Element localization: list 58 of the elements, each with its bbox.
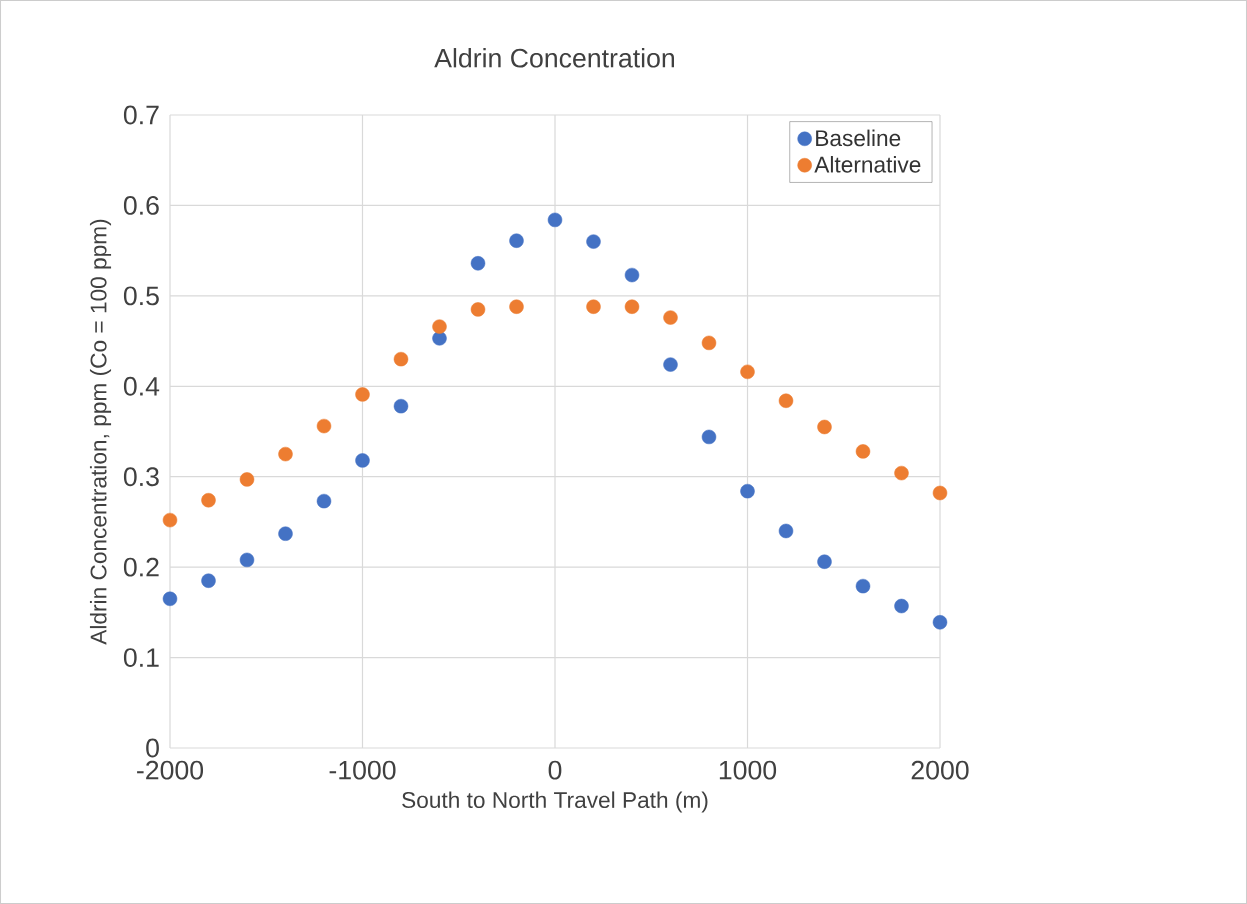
point [162, 591, 178, 606]
point [355, 387, 370, 402]
point [663, 310, 678, 325]
point [470, 256, 486, 271]
point [239, 552, 255, 568]
legend-label: Alternative [814, 156, 921, 173]
point [778, 523, 794, 539]
point [586, 234, 601, 249]
point [201, 493, 216, 508]
point [470, 302, 486, 317]
x-tick-label: 1000 [719, 760, 777, 780]
point [701, 335, 717, 351]
point [316, 418, 332, 434]
point [509, 233, 524, 248]
point [817, 554, 832, 569]
chart-title: Aldrin Concentration [434, 48, 674, 68]
point [932, 485, 948, 501]
y-axis-title: Aldrin Concentration, ppm (Co = 100 ppm) [89, 219, 112, 645]
y-tick-label: 0 [146, 738, 159, 758]
point [778, 393, 794, 408]
point [740, 483, 755, 499]
point [201, 573, 216, 588]
point [355, 453, 370, 468]
y-tick-label: 0.7 [123, 105, 159, 125]
x-tick-label: 2000 [911, 760, 969, 780]
point [894, 465, 909, 481]
x-tick-label: -2000 [137, 760, 204, 780]
x-axis-title: South to North Travel Path (m) [402, 791, 708, 813]
point [624, 267, 640, 283]
point [586, 299, 601, 314]
point [855, 444, 871, 459]
point [663, 357, 678, 372]
point [393, 398, 409, 414]
y-tick-label: 0.3 [123, 467, 159, 487]
y-tick-label: 0.4 [123, 376, 160, 396]
y-tick-label: 0.6 [123, 196, 159, 215]
point [740, 364, 755, 380]
y-tick-label: 0.2 [123, 557, 159, 577]
point [817, 419, 832, 435]
point [855, 578, 871, 594]
point [316, 493, 332, 509]
point [162, 512, 178, 528]
point [547, 212, 563, 228]
legend-label: Baseline [816, 129, 901, 147]
point [432, 319, 447, 334]
point [894, 598, 909, 614]
point [624, 299, 640, 314]
point [509, 299, 524, 314]
point [278, 526, 293, 541]
y-tick-label: 0.1 [123, 648, 159, 667]
point [239, 472, 255, 487]
x-tick-label: 0 [548, 760, 562, 780]
point [932, 615, 948, 630]
point [393, 351, 409, 367]
point [278, 446, 293, 462]
point [701, 429, 717, 445]
x-tick-label: -1000 [329, 760, 396, 780]
y-tick-label: 0.5 [123, 286, 159, 306]
